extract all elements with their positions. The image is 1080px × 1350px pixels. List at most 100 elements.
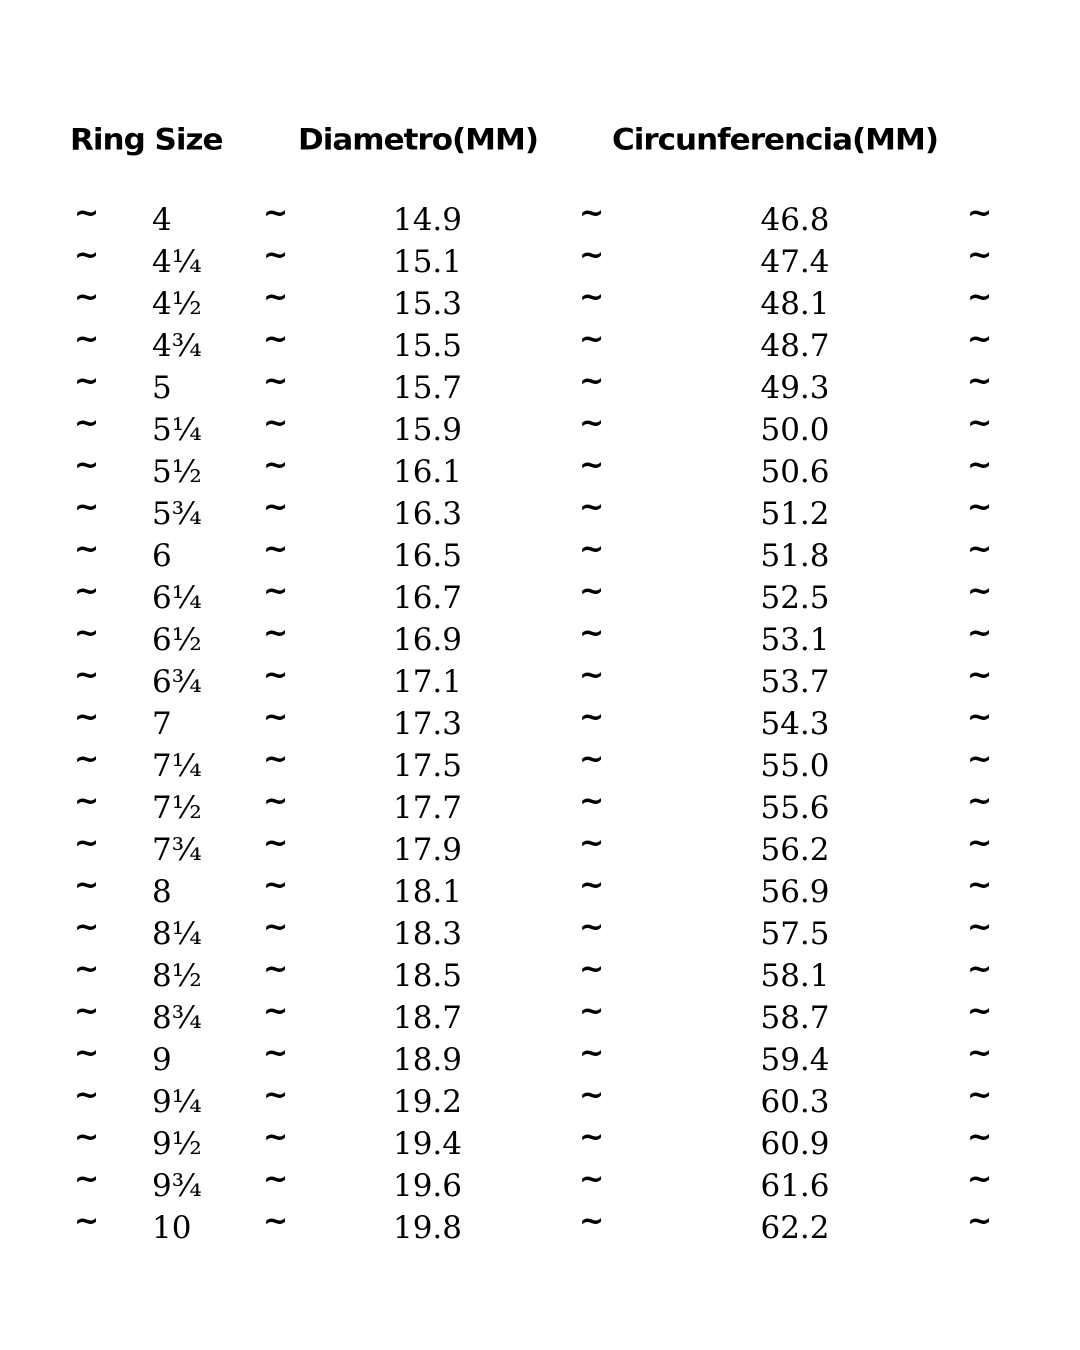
diameter-cell: 15.1 [392, 244, 463, 280]
diameter-cell: 16.7 [392, 580, 463, 616]
separator-icon: ~ [74, 574, 100, 609]
circumference-cell: 60.9 [760, 1126, 830, 1162]
separator-icon: ~ [263, 532, 289, 567]
separator-icon: ~ [967, 994, 993, 1029]
separator-icon: ~ [74, 280, 100, 315]
diameter-cell: 19.6 [392, 1168, 463, 1204]
separator-icon: ~ [263, 700, 289, 735]
ring-size-cell: 8¾ [152, 1000, 202, 1036]
header-circumference: Circunferencia(MM) [612, 122, 939, 158]
separator-icon: ~ [579, 364, 605, 399]
separator-icon: ~ [579, 1162, 605, 1197]
diameter-cell: 15.5 [392, 328, 463, 364]
separator-icon: ~ [263, 238, 289, 273]
diameter-cell: 15.9 [392, 412, 463, 448]
table-row: ~7 ~17.3 ~54.3 ~ [0, 700, 1080, 745]
diameter-cell: 19.8 [392, 1210, 463, 1246]
separator-icon: ~ [967, 364, 993, 399]
separator-icon: ~ [579, 1120, 605, 1155]
diameter-cell: 17.7 [392, 790, 463, 826]
table-row: ~6¾ ~17.1 ~53.7 ~ [0, 658, 1080, 703]
diameter-cell: 19.4 [392, 1126, 463, 1162]
ring-size-cell: 9¾ [152, 1168, 202, 1204]
diameter-cell: 16.3 [392, 496, 463, 532]
separator-icon: ~ [579, 994, 605, 1029]
ring-size-cell: 5¾ [152, 496, 202, 532]
circumference-cell: 55.0 [760, 748, 830, 784]
ring-size-cell: 4 [152, 202, 172, 238]
separator-icon: ~ [74, 448, 100, 483]
separator-icon: ~ [579, 658, 605, 693]
separator-icon: ~ [579, 616, 605, 651]
separator-icon: ~ [263, 868, 289, 903]
separator-icon: ~ [263, 826, 289, 861]
circumference-cell: 53.7 [760, 664, 830, 700]
table-row: ~5¾ ~16.3 ~51.2 ~ [0, 490, 1080, 535]
diameter-cell: 15.3 [392, 286, 463, 322]
separator-icon: ~ [579, 280, 605, 315]
separator-icon: ~ [263, 616, 289, 651]
separator-icon: ~ [74, 700, 100, 735]
diameter-cell: 18.5 [392, 958, 463, 994]
separator-icon: ~ [74, 742, 100, 777]
circumference-cell: 52.5 [760, 580, 830, 616]
ring-size-cell: 9¼ [152, 1084, 202, 1120]
table-row: ~4 ~14.9 ~46.8 ~ [0, 196, 1080, 241]
separator-icon: ~ [967, 322, 993, 357]
separator-icon: ~ [579, 1036, 605, 1071]
separator-icon: ~ [967, 952, 993, 987]
separator-icon: ~ [579, 742, 605, 777]
table-row: ~8½ ~18.5 ~58.1 ~ [0, 952, 1080, 997]
separator-icon: ~ [263, 322, 289, 357]
circumference-cell: 50.6 [760, 454, 830, 490]
separator-icon: ~ [967, 1036, 993, 1071]
separator-icon: ~ [263, 1204, 289, 1239]
diameter-cell: 17.3 [392, 706, 463, 742]
separator-icon: ~ [967, 574, 993, 609]
diameter-cell: 18.1 [392, 874, 463, 910]
circumference-cell: 59.4 [760, 1042, 830, 1078]
separator-icon: ~ [579, 1204, 605, 1239]
separator-icon: ~ [579, 196, 605, 231]
separator-icon: ~ [263, 448, 289, 483]
separator-icon: ~ [579, 910, 605, 945]
table-row: ~7½ ~17.7 ~55.6 ~ [0, 784, 1080, 829]
separator-icon: ~ [263, 784, 289, 819]
circumference-cell: 58.1 [760, 958, 830, 994]
ring-size-cell: 8 [152, 874, 172, 910]
separator-icon: ~ [263, 280, 289, 315]
table-row: ~5¼ ~15.9 ~50.0 ~ [0, 406, 1080, 451]
separator-icon: ~ [74, 826, 100, 861]
ring-size-cell: 7½ [152, 790, 202, 826]
ring-size-cell: 6 [152, 538, 172, 574]
circumference-cell: 56.2 [760, 832, 830, 868]
separator-icon: ~ [74, 1162, 100, 1197]
separator-icon: ~ [967, 784, 993, 819]
separator-icon: ~ [74, 910, 100, 945]
ring-size-cell: 5¼ [152, 412, 202, 448]
separator-icon: ~ [263, 1078, 289, 1113]
table-row: ~6½ ~16.9 ~53.1 ~ [0, 616, 1080, 661]
separator-icon: ~ [74, 952, 100, 987]
separator-icon: ~ [967, 868, 993, 903]
separator-icon: ~ [74, 364, 100, 399]
separator-icon: ~ [74, 994, 100, 1029]
separator-icon: ~ [967, 910, 993, 945]
table-row: ~6 ~16.5 ~51.8 ~ [0, 532, 1080, 577]
circumference-cell: 51.2 [760, 496, 830, 532]
ring-size-cell: 9 [152, 1042, 172, 1078]
ring-size-cell: 4½ [152, 286, 202, 322]
ring-size-cell: 5 [152, 370, 172, 406]
separator-icon: ~ [967, 658, 993, 693]
separator-icon: ~ [579, 1078, 605, 1113]
table-row: ~9¾ ~19.6 ~61.6 ~ [0, 1162, 1080, 1207]
separator-icon: ~ [967, 1204, 993, 1239]
table-row: ~5½ ~16.1 ~50.6 ~ [0, 448, 1080, 493]
separator-icon: ~ [263, 994, 289, 1029]
separator-icon: ~ [74, 322, 100, 357]
separator-icon: ~ [263, 574, 289, 609]
table-row: ~4¼ ~15.1 ~47.4 ~ [0, 238, 1080, 283]
table-row: ~5 ~15.7 ~49.3 ~ [0, 364, 1080, 409]
ring-size-cell: 8¼ [152, 916, 202, 952]
circumference-cell: 51.8 [760, 538, 830, 574]
